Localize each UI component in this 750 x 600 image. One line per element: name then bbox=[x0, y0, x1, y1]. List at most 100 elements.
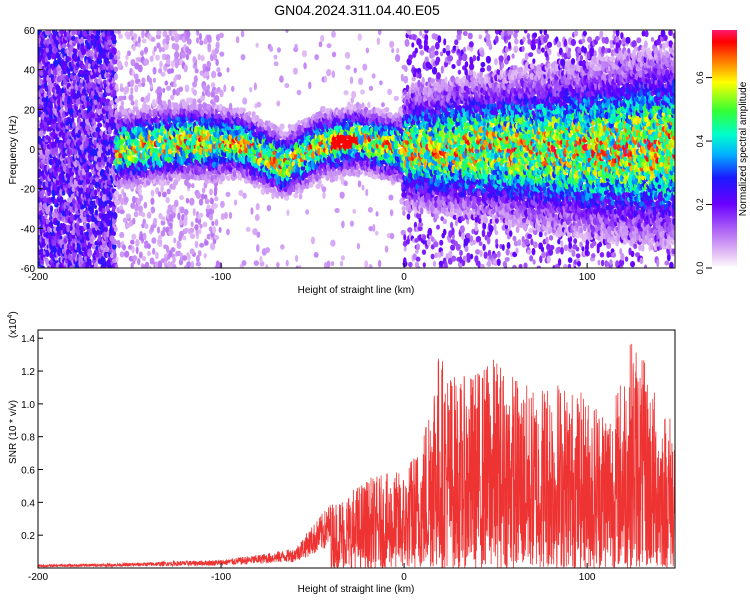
heatmap-cell bbox=[396, 47, 400, 54]
heatmap-cell bbox=[240, 53, 246, 61]
heatmap-cell bbox=[357, 180, 362, 188]
heatmap-cell bbox=[153, 45, 157, 52]
heatmap-cell bbox=[94, 189, 98, 196]
heatmap-cell bbox=[106, 186, 110, 193]
heatmap-cell bbox=[181, 255, 188, 261]
heatmap-cell bbox=[38, 130, 44, 137]
heatmap-cell bbox=[162, 87, 166, 93]
heatmap-cell bbox=[63, 30, 67, 38]
heatmap-cell bbox=[120, 100, 125, 106]
heatmap-cell bbox=[139, 50, 145, 57]
heatmap-cell bbox=[41, 83, 45, 90]
heatmap-cell bbox=[38, 88, 44, 94]
heatmap-cell bbox=[210, 198, 214, 205]
heatmap-cell bbox=[273, 61, 279, 67]
heatmap-cell bbox=[97, 122, 103, 128]
heatmap-cell bbox=[403, 234, 407, 241]
heatmap-cell bbox=[367, 207, 373, 213]
heatmap-cell bbox=[137, 36, 141, 44]
heatmap-cell bbox=[45, 257, 50, 266]
heatmap-cell bbox=[199, 242, 205, 248]
heatmap-cell bbox=[216, 67, 221, 73]
heatmap-cell bbox=[323, 75, 327, 83]
heatmap-cell bbox=[123, 95, 127, 101]
heatmap-cell bbox=[253, 260, 259, 266]
heatmap-cell bbox=[255, 42, 259, 48]
heatmap-cell bbox=[213, 235, 220, 240]
heatmap-cell bbox=[351, 90, 357, 99]
heatmap-cell bbox=[394, 54, 401, 63]
heatmap-cell bbox=[226, 228, 230, 236]
heatmap-cell bbox=[49, 109, 54, 115]
heatmap-cell bbox=[119, 251, 125, 258]
heatmap-cell bbox=[292, 67, 298, 75]
heatmap-cell bbox=[47, 54, 52, 61]
heatmap-cell bbox=[192, 89, 197, 96]
heatmap-cell bbox=[150, 206, 156, 214]
heatmap-cell bbox=[406, 30, 412, 35]
heatmap-cell bbox=[57, 70, 62, 76]
heatmap-cell bbox=[125, 213, 131, 219]
heatmap-cell bbox=[214, 218, 219, 227]
heatmap-cell bbox=[147, 92, 151, 98]
heatmap-cell bbox=[207, 42, 212, 51]
heatmap-cell bbox=[353, 67, 357, 74]
heatmap-cell bbox=[296, 89, 302, 96]
heatmap-cell bbox=[61, 222, 66, 229]
heatmap-cell bbox=[277, 47, 281, 53]
heatmap-cell bbox=[331, 30, 336, 38]
heatmap-cell bbox=[40, 265, 46, 268]
heatmap-cell bbox=[194, 224, 199, 231]
heatmap-cell bbox=[130, 239, 135, 245]
heatmap-cell bbox=[179, 195, 184, 201]
heatmap-cell bbox=[158, 161, 162, 168]
heatmap-cell bbox=[41, 164, 45, 171]
heatmap-cell bbox=[361, 184, 365, 191]
heatmap-cell bbox=[129, 79, 135, 87]
heatmap-cell bbox=[165, 34, 170, 43]
heatmap-cell bbox=[331, 51, 337, 58]
heatmap-cell bbox=[186, 261, 192, 268]
heatmap-cell bbox=[209, 188, 213, 196]
heatmap-cell bbox=[166, 188, 171, 195]
heatmap-cell bbox=[155, 251, 159, 260]
heatmap-cell bbox=[131, 233, 137, 240]
heatmap-cell bbox=[223, 84, 227, 93]
heatmap-cell bbox=[190, 261, 195, 268]
heatmap-cell bbox=[384, 245, 389, 253]
heatmap-cell bbox=[402, 257, 407, 266]
heatmap-cell bbox=[357, 124, 362, 132]
heatmap-cell bbox=[45, 46, 50, 53]
heatmap-cell bbox=[134, 99, 139, 107]
heatmap-cell bbox=[198, 103, 203, 110]
heatmap-cell bbox=[344, 51, 351, 59]
heatmap-cell bbox=[144, 223, 149, 230]
heatmap-cell bbox=[393, 95, 399, 101]
heatmap-cell bbox=[308, 81, 312, 90]
heatmap-cell bbox=[177, 74, 182, 81]
heatmap-cell bbox=[343, 90, 349, 96]
heatmap-cell bbox=[193, 75, 198, 84]
heatmap-cell bbox=[240, 30, 245, 38]
heatmap-cell bbox=[215, 58, 219, 67]
heatmap-cell bbox=[279, 123, 285, 130]
heatmap-cell bbox=[156, 86, 162, 94]
heatmap-cell bbox=[206, 84, 210, 91]
heatmap-cell bbox=[53, 183, 58, 192]
heatmap-cell bbox=[189, 227, 195, 234]
heatmap-cell bbox=[199, 40, 204, 46]
heatmap-cell bbox=[106, 72, 110, 79]
heatmap-cell bbox=[122, 244, 126, 251]
heatmap-cell bbox=[349, 76, 354, 85]
heatmap-cell bbox=[56, 219, 60, 227]
heatmap-cell bbox=[343, 180, 348, 187]
heatmap-cell bbox=[313, 251, 319, 258]
heatmap-cell bbox=[242, 97, 248, 105]
heatmap-cell bbox=[178, 86, 183, 93]
heatmap-cell bbox=[305, 209, 310, 215]
heatmap-cell bbox=[284, 82, 290, 89]
heatmap-cell bbox=[337, 109, 342, 116]
heatmap-cell bbox=[151, 98, 156, 107]
heatmap-cell bbox=[339, 191, 345, 199]
heatmap-cell bbox=[152, 66, 157, 75]
